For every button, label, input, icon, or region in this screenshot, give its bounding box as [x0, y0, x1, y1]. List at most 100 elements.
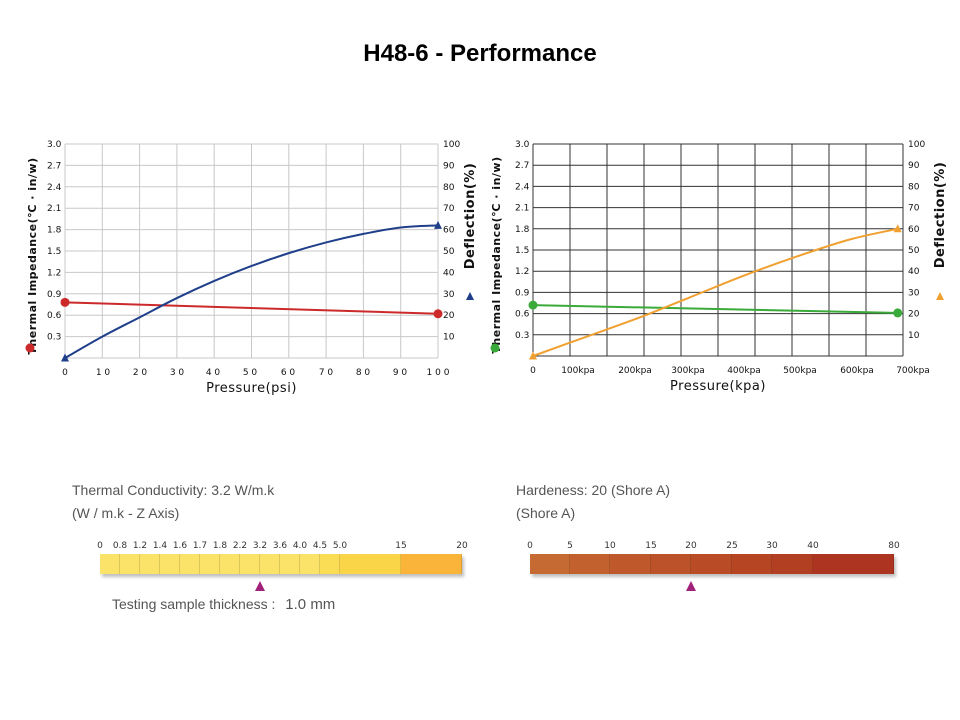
y-right-tick-label: 10 [908, 331, 920, 341]
scale-segment [340, 554, 401, 574]
x-tick-label: 1 0 0 [427, 368, 450, 378]
scale-label: 0 [97, 541, 103, 551]
y-right-axis-label: Deflection(%) [933, 162, 948, 269]
x-tick-label: 8 0 [356, 368, 371, 378]
scale-label: 3.6 [272, 541, 288, 551]
deflection-legend-icon [936, 292, 944, 300]
scale-segment [220, 554, 240, 574]
y-left-tick-label: 2.7 [515, 161, 529, 171]
scale-segment [610, 554, 651, 574]
scale-label: 80 [888, 541, 900, 551]
scale-segment [732, 554, 772, 574]
y-left-tick-label: 0.3 [47, 333, 61, 343]
hardness-title: Hardeness: 20 (Shore A) [516, 482, 671, 498]
y-left-tick-label: 2.4 [47, 183, 62, 193]
y-left-tick-label: 2.4 [515, 182, 530, 192]
x-tick-label: 2 0 [133, 368, 148, 378]
y-left-tick-label: 1.8 [47, 226, 62, 236]
y-right-tick-label: 60 [908, 225, 920, 235]
scale-label: 25 [726, 541, 738, 551]
scale-segment [120, 554, 140, 574]
scale-label: 1.2 [132, 541, 148, 551]
hardness-subtitle: (Shore A) [516, 505, 576, 521]
scale-label: 1.7 [192, 541, 208, 551]
hardness-marker-icon [686, 581, 696, 591]
scale-label: 1.4 [152, 541, 168, 551]
y-left-tick-label: 1.8 [515, 225, 530, 235]
deflection-series-line [532, 227, 898, 357]
scale-label: 5.0 [332, 541, 348, 551]
scale-segment [180, 554, 200, 574]
y-left-tick-label: 0.9 [515, 288, 530, 298]
x-tick-label: 400kpa [727, 366, 761, 376]
x-tick-label: 5 0 [243, 368, 258, 378]
thermal-scale-bar [100, 554, 462, 574]
testing-note: Testing sample thickness : 1.0 mm [112, 596, 335, 613]
y-right-tick-label: 50 [908, 246, 920, 256]
scale-segment [772, 554, 813, 574]
scale-label: 4.0 [292, 541, 308, 551]
scale-segment [813, 554, 894, 574]
x-tick-label: 100kpa [561, 366, 595, 376]
y-left-tick-label: 3.0 [47, 140, 62, 150]
y-left-tick-label: 1.2 [47, 268, 61, 278]
deflection-point [529, 351, 537, 360]
deflection-point [893, 224, 902, 233]
y-left-tick-label: 2.1 [515, 204, 529, 214]
scale-label: 20 [456, 541, 468, 551]
y-right-tick-label: 80 [908, 182, 920, 192]
deflection-series-line [64, 224, 439, 359]
y-left-tick-label: 3.0 [515, 140, 530, 150]
thermal-marker-icon [255, 581, 265, 591]
scale-segment [260, 554, 280, 574]
scale-label: 15 [395, 541, 407, 551]
thermal-conductivity-subtitle: (W / m.k - Z Axis) [72, 505, 180, 521]
scale-segment [200, 554, 220, 574]
x-tick-label: 700kpa [896, 366, 930, 376]
x-tick-label: 600kpa [840, 366, 874, 376]
y-right-tick-label: 50 [443, 247, 455, 257]
y-right-tick-label: 80 [443, 183, 455, 193]
y-left-axis-label: Thermal Impedance(℃ · in/w) [490, 156, 503, 353]
scale-label: 1.8 [212, 541, 228, 551]
thermal-scale-labels: 0 0.8 1.2 1.4 1.6 1.7 1.8 2.2 3.2 3.6 4.0 4.5 5.0 15 2… [97, 541, 468, 553]
y-left-tick-label: 2.1 [47, 204, 61, 214]
x-tick-label: 0 [530, 366, 536, 376]
hardness-scale-bar [530, 554, 894, 574]
y-right-axis-label: Deflection(%) [463, 163, 478, 270]
y-right-tick-label: 100 [443, 140, 460, 150]
y-right-tick-label: 10 [443, 333, 455, 343]
y-right-tick-label: 60 [443, 226, 455, 236]
y-left-tick-label: 0.6 [515, 310, 530, 320]
scale-label: 0 [527, 541, 533, 551]
scale-segment [651, 554, 691, 574]
scale-label: 3.2 [252, 541, 268, 551]
scale-segment [691, 554, 732, 574]
impedance-series-line [532, 304, 898, 314]
scale-label: 10 [604, 541, 616, 551]
deflection-point [61, 353, 69, 362]
scale-segment [280, 554, 300, 574]
scale-label: 20 [685, 541, 697, 551]
x-axis-label: Pressure(psi) [206, 381, 297, 396]
y-right-tick-label: 20 [908, 310, 920, 320]
y-left-axis-label: Thermal Impedance(℃ · in/w) [26, 157, 39, 354]
x-tick-label: 6 0 [281, 368, 296, 378]
y-left-tick-label: 0.3 [515, 331, 529, 341]
y-right-tick-label: 70 [908, 204, 920, 214]
y-right-tick-label: 100 [908, 140, 925, 150]
y-right-tick-label: 90 [443, 161, 455, 171]
scale-segment [240, 554, 260, 574]
y-right-tick-label: 40 [908, 267, 920, 277]
impedance-point [893, 308, 903, 318]
y-left-tick-label: 1.5 [515, 246, 529, 256]
x-tick-label: 3 0 [170, 368, 185, 378]
scale-segment [160, 554, 180, 574]
scale-label: 1.6 [172, 541, 188, 551]
scale-label: 5 [567, 541, 573, 551]
scale-segment [100, 554, 120, 574]
scale-segment [140, 554, 160, 574]
scale-label: 30 [766, 541, 778, 551]
hardness-scale-labels: 0 5 10 15 20 25 30 40 80 [527, 541, 900, 553]
